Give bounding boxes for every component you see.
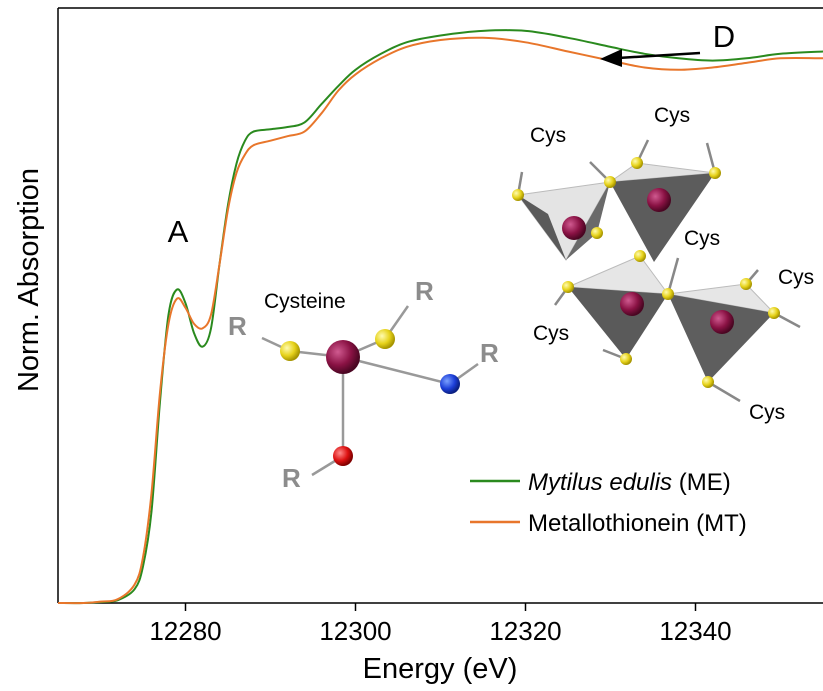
legend-text-me: Mytilus edulis (ME) [528,469,731,496]
legend: Mytilus edulis (ME) Metallothionein (MT) [470,469,747,537]
r-group-label: R [282,463,301,493]
region-d-label: D [713,19,735,54]
metal-atom [326,340,360,374]
x-tick-label: 12300 [319,616,391,646]
r-group-label: R [480,338,499,368]
sulfur-atom [375,329,395,349]
oxygen-atom [333,446,353,466]
cys-label: Cys [684,227,720,250]
x-tick-label: 12280 [149,616,221,646]
r-group-label: R [228,311,247,341]
cys-label: Cys [778,266,814,289]
x-axis-label: Energy (eV) [363,653,518,685]
sulfur-atom [280,341,300,361]
cysteine-label: Cysteine [264,290,346,313]
x-tick-label: 12320 [489,616,561,646]
legend-text-mt: Metallothionein (MT) [528,510,747,537]
series-line-me [57,29,823,605]
x-ticks: 12280 12300 12320 12340 [149,603,732,646]
cys-label: Cys [749,401,785,424]
metal-thiolate-cluster: Cys Cys Cys Cys Cys Cys [512,104,814,424]
r-group-label: R [415,276,434,306]
peak-a-label: A [168,214,189,249]
cys-label: Cys [654,104,690,127]
cys-label: Cys [533,322,569,345]
x-tick-label: 12340 [659,616,731,646]
y-axis-label: Norm. Absorption [13,168,45,392]
shift-arrow [600,49,701,67]
cys-label: Cys [530,124,566,147]
coordination-molecule: Cysteine R R R R [228,276,499,493]
nitrogen-atom [440,374,460,394]
